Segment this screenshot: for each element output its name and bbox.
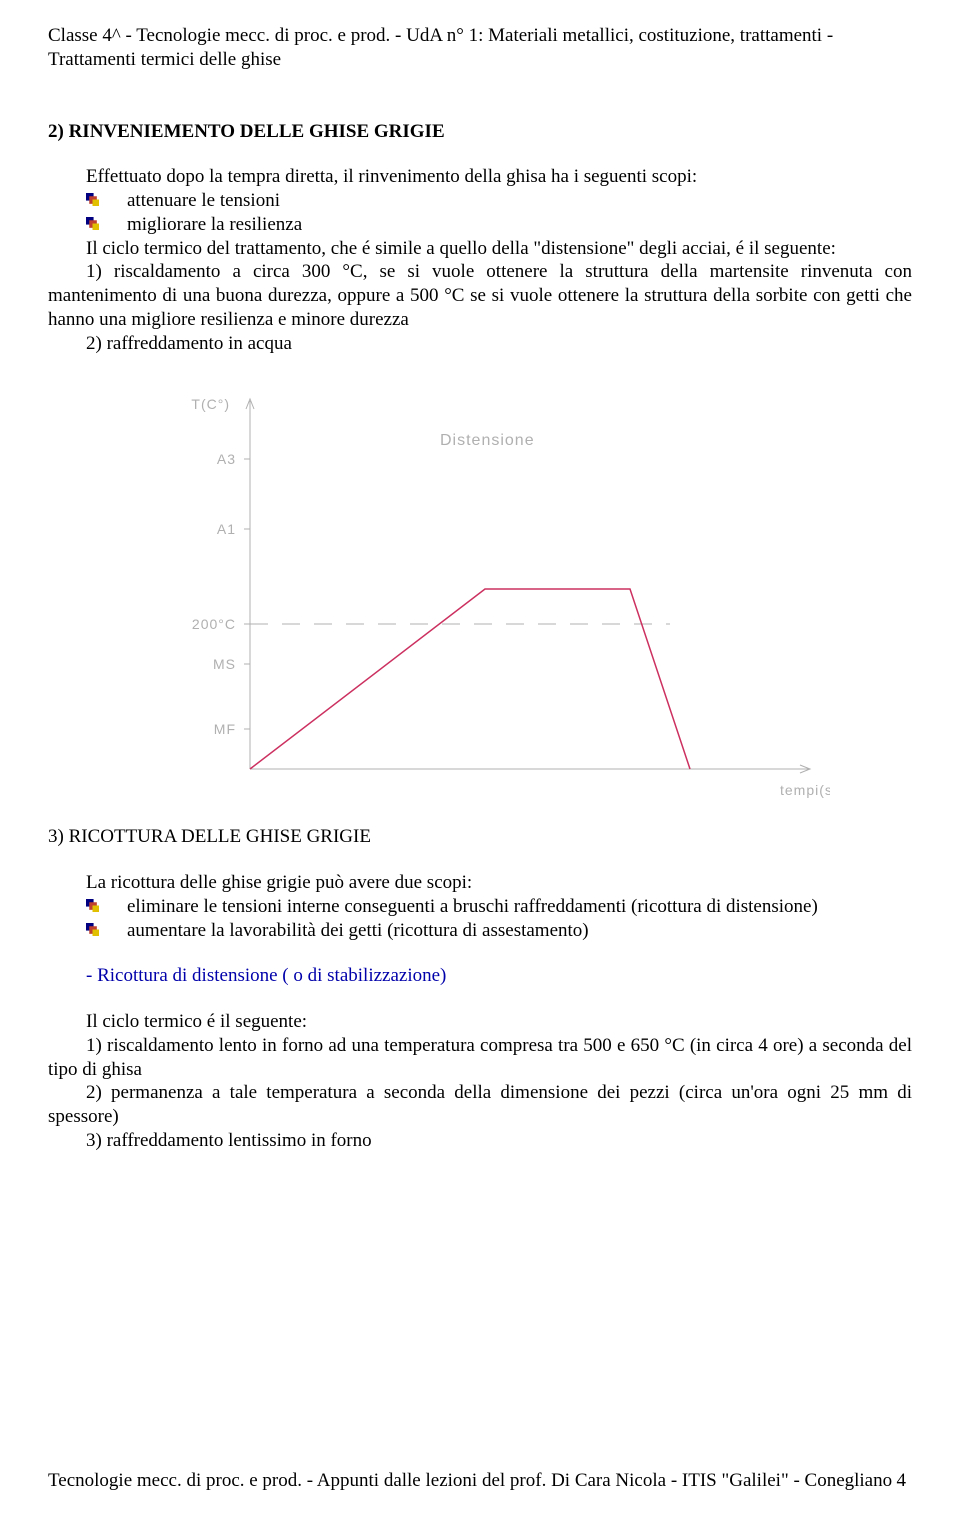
bullet-text: migliorare la resilienza	[127, 213, 912, 237]
section-3-p3: 2) permanenza a tale temperatura a secon…	[48, 1081, 912, 1129]
bullet-icon	[86, 923, 99, 936]
bullet-item: eliminare le tensioni interne conseguent…	[48, 895, 912, 919]
page-content: Classe 4^ - Tecnologie mecc. di proc. e …	[0, 0, 960, 1153]
distensione-chart: T(C°) tempi(s) A3 A1 200°C MS MF Distensione	[48, 389, 912, 819]
bullet-item: migliorare la resilienza	[48, 213, 912, 237]
svg-text:200°C: 200°C	[192, 616, 236, 632]
section-2-cycle: Il ciclo termico del trattamento, che é …	[48, 237, 912, 261]
footer-text: Tecnologie mecc. di proc. e prod. - Appu…	[48, 1469, 892, 1493]
section-3-p2: 1) riscaldamento lento in forno ad una t…	[48, 1034, 912, 1082]
bullet-text: eliminare le tensioni interne conseguent…	[127, 895, 912, 919]
bullet-item: aumentare la lavorabilità dei getti (ric…	[48, 919, 912, 943]
page-footer: Tecnologie mecc. di proc. e prod. - Appu…	[48, 1469, 912, 1493]
p2-text: 1) riscaldamento lento in forno ad una t…	[48, 1035, 912, 1080]
p2b: 1) riscaldamento a circa 300 °C, se si v…	[48, 261, 912, 330]
header-line-1: Classe 4^ - Tecnologie mecc. di proc. e …	[48, 24, 912, 48]
page-number: 4	[897, 1469, 913, 1493]
section-2-title: 2) RINVENIEMENTO DELLE GHISE GRIGIE	[48, 120, 912, 144]
section-2-step2: 2) raffreddamento in acqua	[48, 332, 912, 356]
section-2-step1: 1) riscaldamento a circa 300 °C, se si v…	[48, 260, 912, 331]
chart-svg: T(C°) tempi(s) A3 A1 200°C MS MF Distensione	[130, 389, 830, 819]
document-header: Classe 4^ - Tecnologie mecc. di proc. e …	[48, 24, 912, 72]
bullet-icon	[86, 899, 99, 912]
section-3-intro: La ricottura delle ghise grigie può aver…	[48, 871, 912, 895]
svg-text:Distensione: Distensione	[440, 432, 535, 449]
svg-text:MS: MS	[213, 656, 236, 672]
bullet-icon	[86, 217, 99, 230]
svg-text:tempi(s): tempi(s)	[780, 782, 830, 798]
bullet-text: attenuare le tensioni	[127, 189, 912, 213]
bullet-item: attenuare le tensioni	[48, 189, 912, 213]
svg-text:A1: A1	[217, 521, 236, 537]
p2a: Il ciclo termico del trattamento, che é …	[86, 238, 836, 259]
header-line-2: Trattamenti termici delle ghise	[48, 48, 912, 72]
svg-text:T(C°): T(C°)	[191, 396, 230, 412]
svg-text:A3: A3	[217, 451, 236, 467]
section-2-intro: Effettuato dopo la tempra diretta, il ri…	[48, 165, 912, 189]
bullet-icon	[86, 193, 99, 206]
section-3-title: 3) RICOTTURA DELLE GHISE GRIGIE	[48, 825, 912, 849]
bullet-text: aumentare la lavorabilità dei getti (ric…	[127, 919, 912, 943]
svg-text:MF: MF	[214, 721, 236, 737]
subheading-distensione: - Ricottura di distensione ( o di stabil…	[86, 964, 912, 988]
section-3-p4: 3) raffreddamento lentissimo in forno	[48, 1129, 912, 1153]
p3-text: 2) permanenza a tale temperatura a secon…	[48, 1082, 912, 1127]
section-3-p1: Il ciclo termico é il seguente:	[48, 1010, 912, 1034]
